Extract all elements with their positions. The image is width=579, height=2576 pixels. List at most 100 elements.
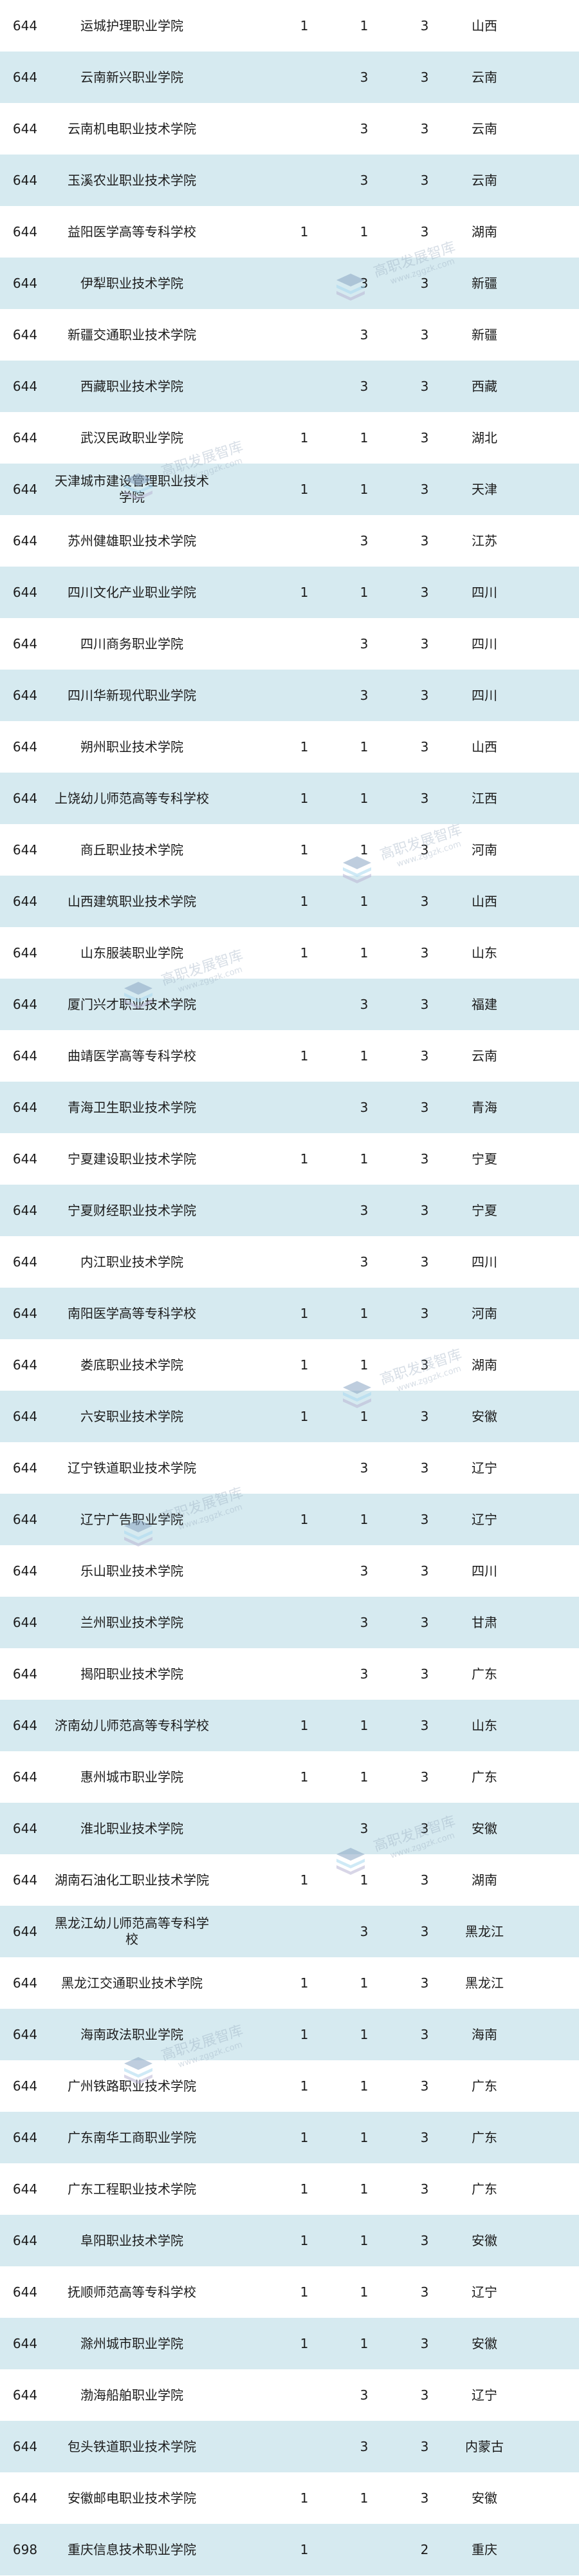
province-cell: 广东 — [472, 2129, 497, 2145]
college-name-cell: 抚顺师范高等专科学校 — [68, 2284, 196, 2300]
score-cell: 644 — [12, 378, 38, 394]
count-c-cell: 3 — [420, 2387, 429, 2403]
table-row: 644 苏州健雄职业技术学院 3 3 江苏 — [0, 515, 579, 567]
college-name-cell: 黑龙江交通职业技术学院 — [61, 1975, 203, 1991]
count-a-cell: 1 — [300, 1769, 309, 1785]
count-c-cell: 3 — [420, 1357, 429, 1373]
college-name-cell: 曲靖医学高等专科学校 — [68, 1048, 196, 1064]
count-b-cell: 3 — [360, 1202, 369, 1218]
count-c-cell: 3 — [420, 1305, 429, 1321]
score-cell: 644 — [12, 275, 38, 291]
count-b-cell: 3 — [360, 326, 369, 343]
college-name-cell: 武汉民政职业学院 — [80, 429, 183, 446]
table-row: 644 淮北职业技术学院 3 3 安徽 — [0, 1803, 579, 1854]
province-cell: 山西 — [472, 738, 497, 755]
table-row: 644 渤海船舶职业学院 3 3 辽宁 — [0, 2369, 579, 2421]
province-cell: 黑龙江 — [465, 1975, 504, 1991]
count-c-cell: 3 — [420, 1872, 429, 1888]
college-name-cell: 山东服装职业学院 — [80, 945, 183, 961]
table-row: 644 包头铁道职业技术学院 3 3 内蒙古 — [0, 2421, 579, 2472]
province-cell: 四川 — [472, 687, 497, 703]
score-cell: 644 — [12, 1460, 38, 1476]
province-cell: 湖南 — [472, 1872, 497, 1888]
count-c-cell: 3 — [420, 635, 429, 652]
province-cell: 四川 — [472, 584, 497, 600]
count-c-cell: 3 — [420, 1099, 429, 1115]
score-cell: 644 — [12, 1563, 38, 1579]
table-row: 698 重庆信息技术职业学院 1 2 重庆 — [0, 2524, 579, 2575]
count-a-cell: 1 — [300, 790, 309, 806]
score-cell: 644 — [12, 481, 38, 497]
college-name-cell: 海南政法职业学院 — [80, 2026, 183, 2042]
count-a-cell: 1 — [300, 429, 309, 446]
score-cell: 644 — [12, 790, 38, 806]
province-cell: 辽宁 — [472, 2284, 497, 2300]
count-c-cell: 3 — [420, 172, 429, 188]
count-c-cell: 3 — [420, 1769, 429, 1785]
count-c-cell: 3 — [420, 2335, 429, 2351]
province-cell: 四川 — [472, 1563, 497, 1579]
province-cell: 湖南 — [472, 1357, 497, 1373]
table-row: 644 朔州职业技术学院 1 1 3 山西 — [0, 721, 579, 773]
count-b-cell: 3 — [360, 532, 369, 549]
score-cell: 644 — [12, 120, 38, 136]
province-cell: 安徽 — [472, 1408, 497, 1424]
score-cell: 644 — [12, 1975, 38, 1991]
count-b-cell: 1 — [360, 2026, 369, 2042]
count-c-cell: 3 — [420, 223, 429, 240]
province-cell: 云南 — [472, 69, 497, 85]
count-a-cell — [279, 52, 330, 103]
score-cell: 644 — [12, 1151, 38, 1167]
college-name-cell: 黑龙江幼儿师范高等专科学校 — [55, 1915, 209, 1947]
count-c-cell: 3 — [420, 275, 429, 291]
score-cell: 644 — [12, 1820, 38, 1836]
count-c-cell: 3 — [420, 996, 429, 1012]
table-row: 644 运城护理职业学院 1 1 3 山西 — [0, 0, 579, 52]
count-c-cell: 3 — [420, 1563, 429, 1579]
count-b-cell: 1 — [360, 790, 369, 806]
count-a-cell: 1 — [300, 2541, 309, 2557]
college-name-cell: 惠州城市职业学院 — [80, 1769, 183, 1785]
count-c-cell: 3 — [420, 2232, 429, 2248]
count-a-cell: 1 — [300, 584, 309, 600]
college-name-cell: 厦门兴才职业技术学院 — [68, 996, 196, 1012]
college-name-cell: 新疆交通职业技术学院 — [68, 326, 196, 343]
count-a-cell: 1 — [300, 841, 309, 858]
college-name-cell: 重庆信息技术职业学院 — [68, 2541, 196, 2557]
province-cell: 山东 — [472, 945, 497, 961]
college-name-cell: 四川文化产业职业学院 — [68, 584, 196, 600]
count-c-cell: 3 — [420, 2078, 429, 2094]
count-a-cell — [279, 309, 330, 361]
count-c-cell: 3 — [420, 2026, 429, 2042]
count-a-cell — [279, 618, 330, 670]
count-a-cell — [279, 1803, 330, 1854]
count-c-cell: 3 — [420, 1202, 429, 1218]
province-cell: 广东 — [472, 1769, 497, 1785]
count-b-cell: 3 — [360, 635, 369, 652]
college-name-cell: 乐山职业技术学院 — [80, 1563, 183, 1579]
table-row: 644 宁夏建设职业技术学院 1 1 3 宁夏 — [0, 1133, 579, 1185]
province-cell: 广东 — [472, 1666, 497, 1682]
province-cell: 西藏 — [472, 378, 497, 394]
college-name-cell: 山西建筑职业技术学院 — [68, 893, 196, 909]
score-cell: 644 — [12, 2232, 38, 2248]
province-cell: 甘肃 — [472, 1614, 497, 1630]
count-b-cell: 3 — [360, 687, 369, 703]
table-row: 644 四川商务职业学院 3 3 四川 — [0, 618, 579, 670]
count-b-cell: 1 — [360, 2129, 369, 2145]
college-name-cell: 内江职业技术学院 — [80, 1254, 183, 1270]
count-a-cell: 1 — [300, 2078, 309, 2094]
count-b-cell: 3 — [360, 172, 369, 188]
count-b-cell: 3 — [360, 996, 369, 1012]
count-a-cell — [279, 361, 330, 412]
score-cell: 644 — [12, 2490, 38, 2506]
score-cell: 644 — [12, 172, 38, 188]
count-b-cell: 1 — [360, 2284, 369, 2300]
count-b-cell: 3 — [360, 2387, 369, 2403]
college-name-cell: 兰州职业技术学院 — [80, 1614, 183, 1630]
count-a-cell: 1 — [300, 1872, 309, 1888]
count-b-cell: 3 — [360, 1820, 369, 1836]
score-cell: 644 — [12, 2335, 38, 2351]
count-b-cell: 1 — [360, 1357, 369, 1373]
